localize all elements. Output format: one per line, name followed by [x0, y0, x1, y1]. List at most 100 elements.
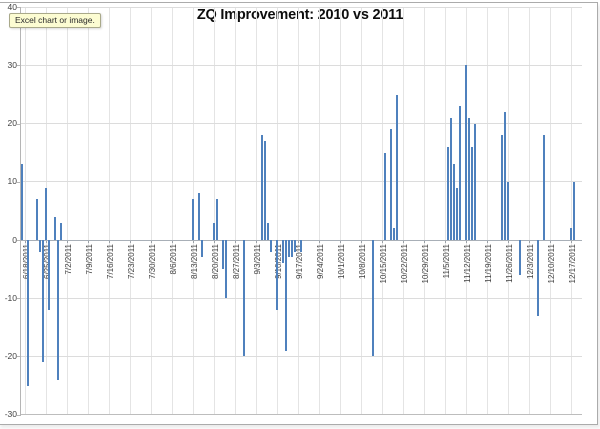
x-tick-label: 10/29/2011	[421, 244, 430, 284]
x-axis-tick	[487, 240, 488, 243]
data-bar	[449, 117, 453, 240]
data-bar	[221, 240, 225, 270]
data-bar	[506, 181, 510, 240]
x-axis-tick	[298, 240, 299, 243]
x-axis-tick	[88, 240, 89, 243]
data-bar	[260, 135, 264, 240]
x-axis-tick	[172, 240, 173, 243]
data-bar	[47, 240, 51, 310]
y-axis-tick	[17, 7, 20, 9]
x-axis-tick	[235, 240, 236, 243]
data-bar	[455, 187, 459, 240]
data-bar	[263, 141, 267, 240]
gridline-horizontal	[20, 123, 582, 125]
data-bar	[224, 240, 228, 299]
x-axis-tick	[550, 240, 551, 243]
y-axis-tick	[17, 414, 20, 416]
gridline-vertical	[361, 7, 362, 415]
x-axis-tick	[46, 240, 47, 243]
data-bar	[383, 152, 387, 240]
data-bar	[197, 193, 201, 240]
y-tick-label: 10	[7, 176, 17, 187]
x-tick-label: 7/30/2011	[148, 244, 157, 279]
gridline-vertical	[319, 7, 320, 415]
gridline-horizontal	[20, 414, 582, 416]
x-axis-tick	[130, 240, 131, 243]
gridline-vertical	[529, 7, 530, 415]
data-bar	[446, 146, 450, 240]
data-bar	[371, 240, 375, 357]
data-bar	[20, 164, 24, 240]
data-bar	[281, 240, 285, 264]
data-bar	[464, 65, 468, 240]
gridline-vertical	[25, 7, 26, 415]
x-axis-tick	[424, 240, 425, 243]
gridline-horizontal	[20, 64, 582, 66]
tooltip-text: Excel chart or image.	[15, 15, 95, 25]
data-bar	[242, 240, 246, 357]
x-tick-label: 10/1/2011	[337, 244, 346, 279]
x-axis-tick	[109, 240, 110, 243]
gridline-vertical	[340, 7, 341, 415]
data-bar	[293, 240, 297, 252]
gridline-horizontal	[20, 355, 582, 357]
y-tick-label: 20	[7, 118, 17, 129]
gridline-vertical	[403, 7, 404, 415]
data-bar	[503, 111, 507, 240]
x-axis-tick	[382, 240, 383, 243]
x-tick-label: 10/8/2011	[358, 244, 367, 279]
data-bar	[452, 164, 456, 240]
data-bar	[392, 228, 396, 240]
data-bar	[191, 199, 195, 240]
data-bar	[266, 222, 270, 240]
data-bar	[215, 199, 219, 240]
gridline-vertical	[277, 7, 278, 415]
x-axis-tick	[25, 240, 26, 243]
data-bar	[275, 240, 279, 310]
y-tick-label: -20	[4, 350, 17, 361]
gridline-vertical	[109, 7, 110, 415]
data-bar	[35, 199, 39, 240]
data-bar	[458, 106, 462, 240]
gridline-horizontal	[20, 181, 582, 183]
x-tick-label: 12/10/2011	[547, 244, 556, 284]
gridline-vertical	[487, 7, 488, 415]
data-bar	[500, 135, 504, 240]
x-axis-tick	[340, 240, 341, 243]
gridline-horizontal	[20, 297, 582, 299]
x-tick-label: 8/27/2011	[232, 244, 241, 279]
y-axis-tick	[17, 240, 20, 241]
gridline-vertical	[130, 7, 131, 415]
x-tick-label: 12/17/2011	[568, 244, 577, 284]
y-tick-label: 0	[12, 234, 17, 245]
gridline-vertical	[214, 7, 215, 415]
gridline-vertical	[445, 7, 446, 415]
y-tick-label: 30	[7, 59, 17, 70]
x-tick-label: 9/24/2011	[316, 244, 325, 279]
data-bar	[269, 240, 273, 252]
x-axis-tick	[151, 240, 152, 243]
y-axis-line	[20, 7, 21, 416]
x-axis-tick	[529, 240, 530, 243]
x-axis-tick	[403, 240, 404, 243]
data-bar	[470, 146, 474, 240]
gridline-vertical	[151, 7, 152, 415]
data-bar	[542, 135, 546, 240]
data-bar	[212, 222, 216, 240]
data-bar	[56, 240, 60, 380]
x-tick-label: 11/12/2011	[463, 244, 472, 283]
x-tick-label: 10/22/2011	[400, 244, 409, 284]
gridline-vertical	[88, 7, 89, 415]
data-bar	[536, 240, 540, 316]
x-axis-tick	[466, 240, 467, 243]
chart-title: ZQ Improvement: 2010 vs 2011	[196, 7, 404, 23]
gridline-vertical	[571, 7, 572, 415]
x-tick-label: 8/20/2011	[211, 244, 220, 279]
y-tick-label: 40	[7, 1, 17, 12]
gridline-vertical	[298, 7, 299, 415]
x-tick-label: 9/3/2011	[253, 244, 262, 275]
gridline-vertical	[256, 7, 257, 415]
data-bar	[467, 117, 471, 240]
data-bar	[572, 181, 576, 240]
